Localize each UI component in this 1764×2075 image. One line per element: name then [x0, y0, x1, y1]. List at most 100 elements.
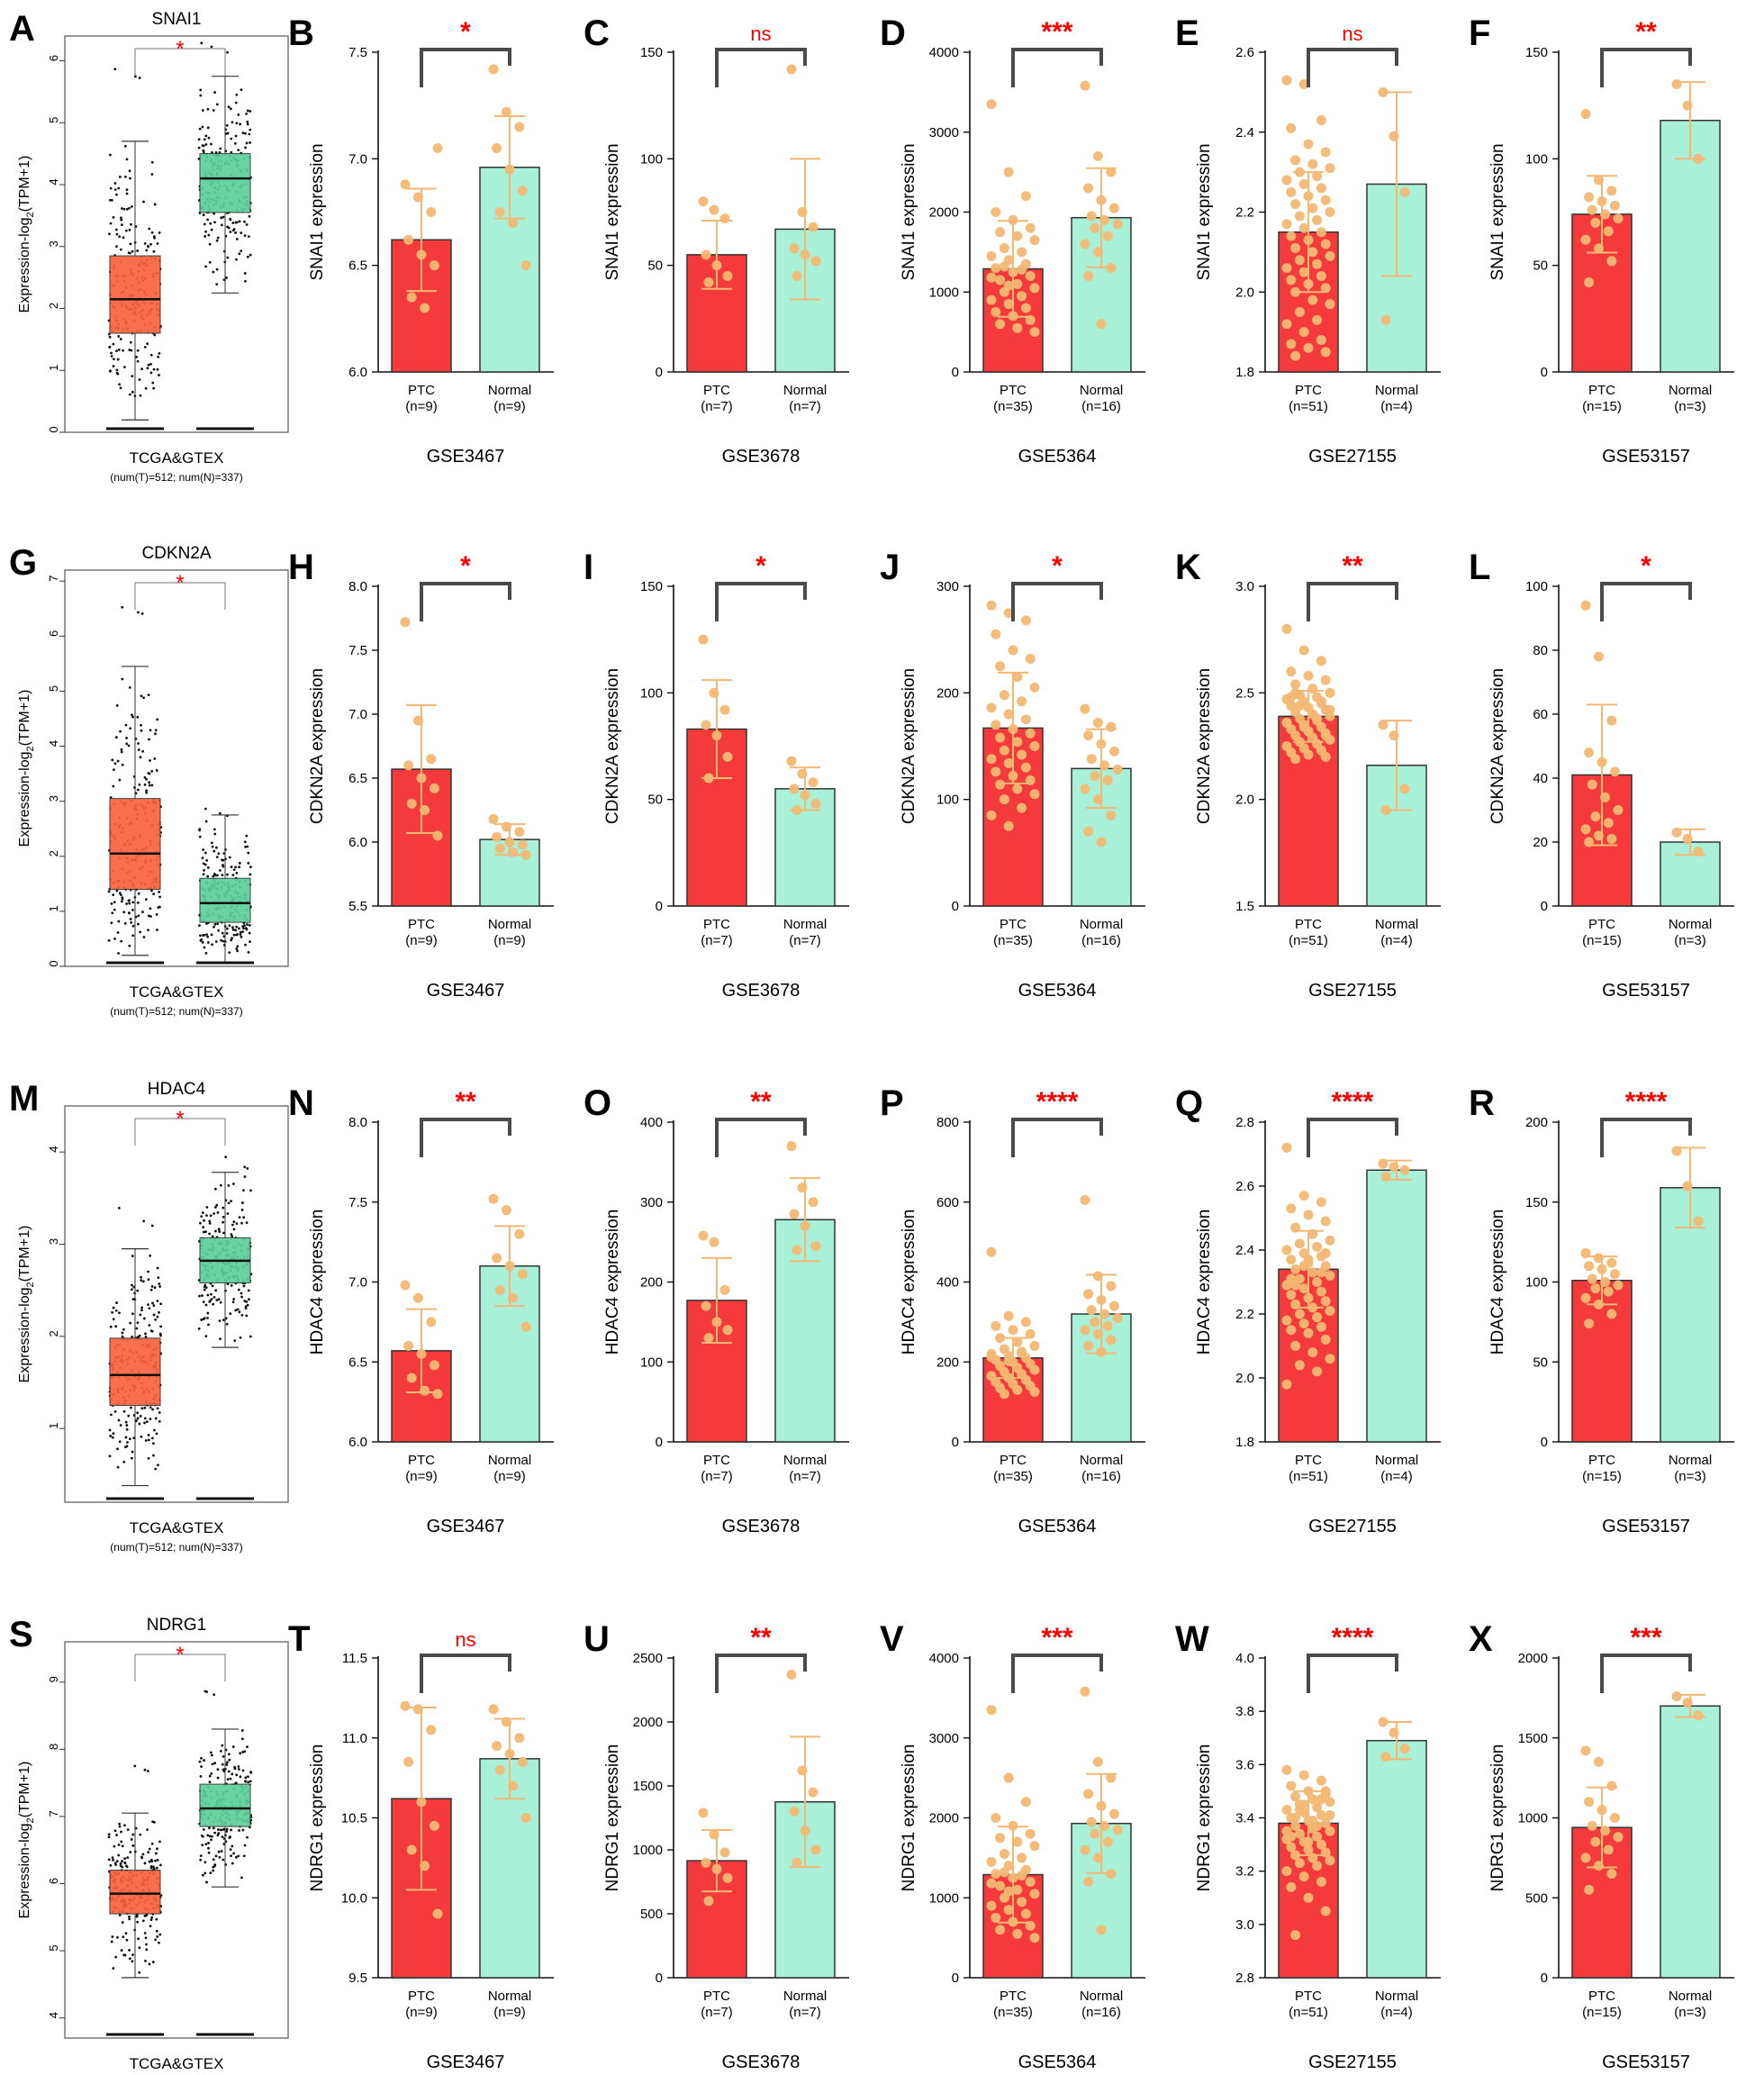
tcga-point: [128, 228, 131, 231]
tcga-point: [202, 1828, 205, 1831]
tcga-point: [215, 846, 218, 849]
tcga-point: [110, 902, 113, 905]
tcga-point: [213, 221, 216, 224]
tcga-point: [154, 1417, 158, 1420]
data-point-normal: [786, 64, 797, 75]
tcga-point: [144, 386, 148, 390]
y-tick-label: 2.0: [1235, 1371, 1254, 1386]
data-point-tumor: [986, 810, 997, 820]
data-point-tumor: [1303, 1786, 1314, 1797]
data-point-tumor: [1286, 1203, 1297, 1214]
data-point-normal: [1108, 203, 1119, 213]
data-point-tumor: [1290, 1820, 1301, 1831]
tcga-point: [136, 715, 140, 719]
tcga-point: [231, 874, 235, 876]
tcga-point: [229, 1777, 232, 1781]
data-point-tumor: [986, 702, 997, 713]
data-point-tumor: [406, 292, 417, 303]
tcga-point: [148, 1860, 151, 1863]
sig-label: **: [750, 1087, 772, 1117]
sig-bracket: [1011, 48, 1103, 87]
tcga-point: [213, 1831, 216, 1835]
tcga-point: [243, 1844, 247, 1847]
tcga-point: [128, 1437, 131, 1441]
tcga-point: [125, 192, 129, 195]
data-point-tumor: [1298, 1318, 1309, 1329]
data-point-tumor: [1020, 1797, 1031, 1808]
tcga-point: [115, 371, 119, 375]
data-point-normal: [501, 1205, 511, 1216]
data-point-tumor: [1307, 247, 1318, 258]
data-point-tumor: [986, 1878, 997, 1889]
y-tick-label: 6.0: [348, 835, 367, 850]
data-point-tumor: [991, 629, 1001, 639]
y-axis-label: NDRG1 expression: [1195, 1744, 1214, 1892]
tcga-point: [149, 729, 152, 732]
tcga-point: [140, 723, 142, 727]
tcga-point: [158, 1332, 162, 1336]
tcga-point: [249, 110, 252, 113]
data-point-normal: [808, 222, 819, 232]
data-point-tumor: [1584, 837, 1595, 847]
tcga-point: [237, 1288, 240, 1291]
tcga-point: [147, 1456, 150, 1460]
data-point-tumor: [403, 234, 414, 245]
sig-label: **: [1342, 551, 1363, 581]
x-tick-n-tumor: (n=9): [405, 933, 437, 948]
x-tick-label-normal: Normal: [1669, 917, 1712, 932]
data-point-tumor: [1597, 1264, 1607, 1274]
tcga-point: [210, 1292, 213, 1296]
data-point-tumor: [1003, 1772, 1014, 1783]
tcga-point: [138, 1422, 141, 1426]
tcga-point: [154, 1852, 158, 1855]
tcga-point: [131, 1833, 135, 1836]
tcga-point: [129, 340, 132, 344]
tcga-point: [233, 1339, 237, 1343]
tcga-point: [240, 1291, 243, 1295]
tcga-point: [148, 227, 151, 231]
x-tick-label-normal: Normal: [488, 1453, 531, 1468]
data-point-tumor: [400, 1700, 411, 1711]
data-point-tumor: [1580, 1292, 1591, 1303]
data-point-normal: [501, 821, 511, 832]
tcga-point: [197, 146, 201, 150]
data-point-tumor: [1290, 754, 1301, 765]
tcga-point: [113, 188, 117, 191]
data-point-normal: [1092, 794, 1103, 805]
tcga-point: [212, 270, 215, 274]
tcga-point: [202, 1230, 205, 1234]
y-tick-label: 100: [640, 151, 663, 167]
data-point-normal: [494, 1284, 505, 1295]
tcga-point: [227, 1184, 231, 1187]
tcga-point: [149, 1254, 152, 1257]
data-point-normal: [800, 1826, 810, 1836]
tcga-point: [208, 1781, 212, 1784]
tcga-point: [243, 840, 247, 844]
y-tick-label: 2.4: [1235, 125, 1254, 140]
tcga-point: [112, 358, 115, 361]
ylabel-main: Expression-log: [17, 751, 32, 847]
tcga-point: [219, 147, 222, 150]
tcga-point: [216, 1211, 220, 1214]
panel-letter: H: [288, 548, 314, 587]
tcga-point: [142, 1219, 146, 1223]
tcga-point: [152, 249, 156, 253]
tcga-point: [110, 351, 113, 355]
tcga-point: [112, 342, 115, 346]
x-tick-label-tumor: PTC: [1588, 1989, 1615, 2004]
tcga-point: [140, 367, 143, 371]
data-point-tumor: [722, 751, 733, 762]
tcga-point: [129, 242, 132, 246]
dataset-label: GSE53157: [1602, 981, 1690, 1001]
tcga-point: [135, 1327, 139, 1330]
x-tick-n-tumor: (n=15): [1582, 1469, 1622, 1484]
tcga-point: [245, 222, 249, 226]
tcga-point: [137, 1937, 140, 1941]
data-point-tumor: [703, 1896, 714, 1907]
tcga-point: [150, 1436, 154, 1440]
tcga-point: [120, 223, 123, 226]
tcga-point: [213, 922, 217, 926]
tcga-point: [138, 1946, 141, 1949]
data-point-tumor: [1281, 1379, 1292, 1390]
